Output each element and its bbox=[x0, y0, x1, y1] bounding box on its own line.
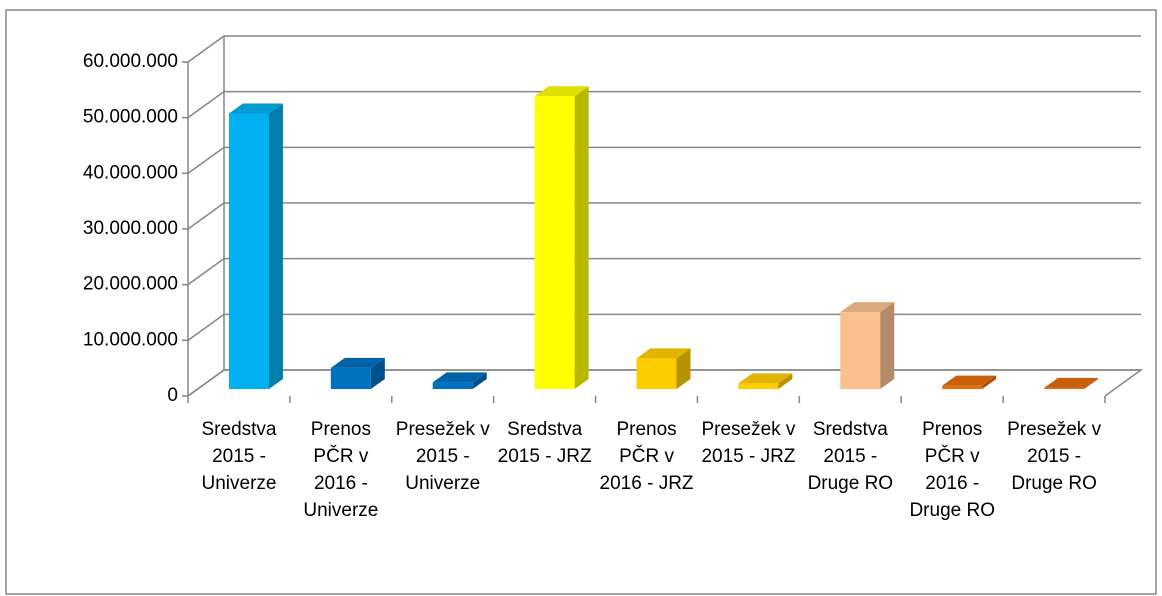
bar-top bbox=[432, 372, 487, 383]
bar bbox=[534, 86, 589, 390]
bar-front bbox=[636, 358, 677, 389]
bar-front bbox=[840, 312, 881, 389]
chart-border bbox=[5, 9, 1157, 595]
bar-front bbox=[228, 113, 269, 389]
bar-side bbox=[880, 302, 895, 389]
bar bbox=[1044, 377, 1099, 389]
bar bbox=[840, 302, 895, 389]
bar-front bbox=[738, 383, 779, 389]
bar-top bbox=[840, 302, 895, 313]
bar bbox=[330, 357, 385, 389]
bar-side bbox=[676, 348, 691, 389]
y-tick-label: 30.000.000 bbox=[83, 218, 178, 239]
y-tick-label: 40.000.000 bbox=[83, 162, 178, 183]
grid-line bbox=[187, 257, 1141, 286]
bar-side bbox=[472, 372, 487, 389]
bar-top bbox=[636, 348, 691, 359]
grid-line bbox=[187, 313, 1141, 341]
bar-top bbox=[942, 375, 997, 386]
bar-front bbox=[942, 385, 983, 389]
bar-side bbox=[982, 375, 997, 389]
grid-line bbox=[187, 35, 1141, 63]
x-tick-label: Sredstva 2015 - Univerze bbox=[201, 419, 277, 494]
x-tick-label: Presežek v 2015 - JRZ bbox=[701, 419, 796, 467]
x-tick-label: Sredstva 2015 - Druge RO bbox=[807, 419, 894, 494]
grid-line bbox=[187, 202, 1141, 230]
bar-top bbox=[738, 373, 793, 384]
y-tick-label: 50.000.000 bbox=[83, 107, 178, 128]
bar bbox=[636, 348, 691, 389]
bar-front bbox=[534, 96, 575, 390]
grid-line bbox=[187, 369, 1141, 397]
bar bbox=[942, 375, 997, 389]
x-tick-label: Prenos PČR v 2016 - Druge RO bbox=[909, 419, 995, 521]
y-tick-label: 10.000.000 bbox=[83, 329, 178, 350]
bar-side bbox=[268, 103, 283, 389]
bar-top bbox=[534, 86, 589, 97]
bar-front bbox=[1044, 387, 1085, 389]
bar-top bbox=[1044, 377, 1099, 388]
bar-front bbox=[330, 367, 371, 389]
x-tick-label: Sredstva 2015 - JRZ bbox=[497, 419, 592, 467]
bar bbox=[432, 372, 487, 389]
y-tick-label: 0 bbox=[167, 385, 178, 406]
x-tick-label: Presežek v 2015 - Druge RO bbox=[1007, 419, 1102, 494]
x-tick-label: Prenos PČR v 2016 - Univerze bbox=[303, 419, 379, 521]
bar-side bbox=[574, 86, 589, 390]
grid-line bbox=[187, 146, 1141, 174]
y-tick-label: 60.000.000 bbox=[83, 51, 178, 72]
bar-top bbox=[330, 357, 385, 368]
grid-line bbox=[187, 90, 1141, 119]
bar-side bbox=[370, 357, 385, 389]
bar bbox=[738, 373, 793, 389]
bar-side bbox=[778, 373, 793, 389]
bar-front bbox=[432, 382, 473, 389]
bar bbox=[228, 103, 283, 389]
x-tick-label: Prenos PČR v 2016 - JRZ bbox=[599, 419, 694, 494]
y-tick-label: 20.000.000 bbox=[83, 274, 178, 295]
bar-side bbox=[1084, 377, 1099, 389]
x-tick-label: Presežek v 2015 - Univerze bbox=[395, 419, 490, 494]
bar-top bbox=[228, 103, 283, 114]
